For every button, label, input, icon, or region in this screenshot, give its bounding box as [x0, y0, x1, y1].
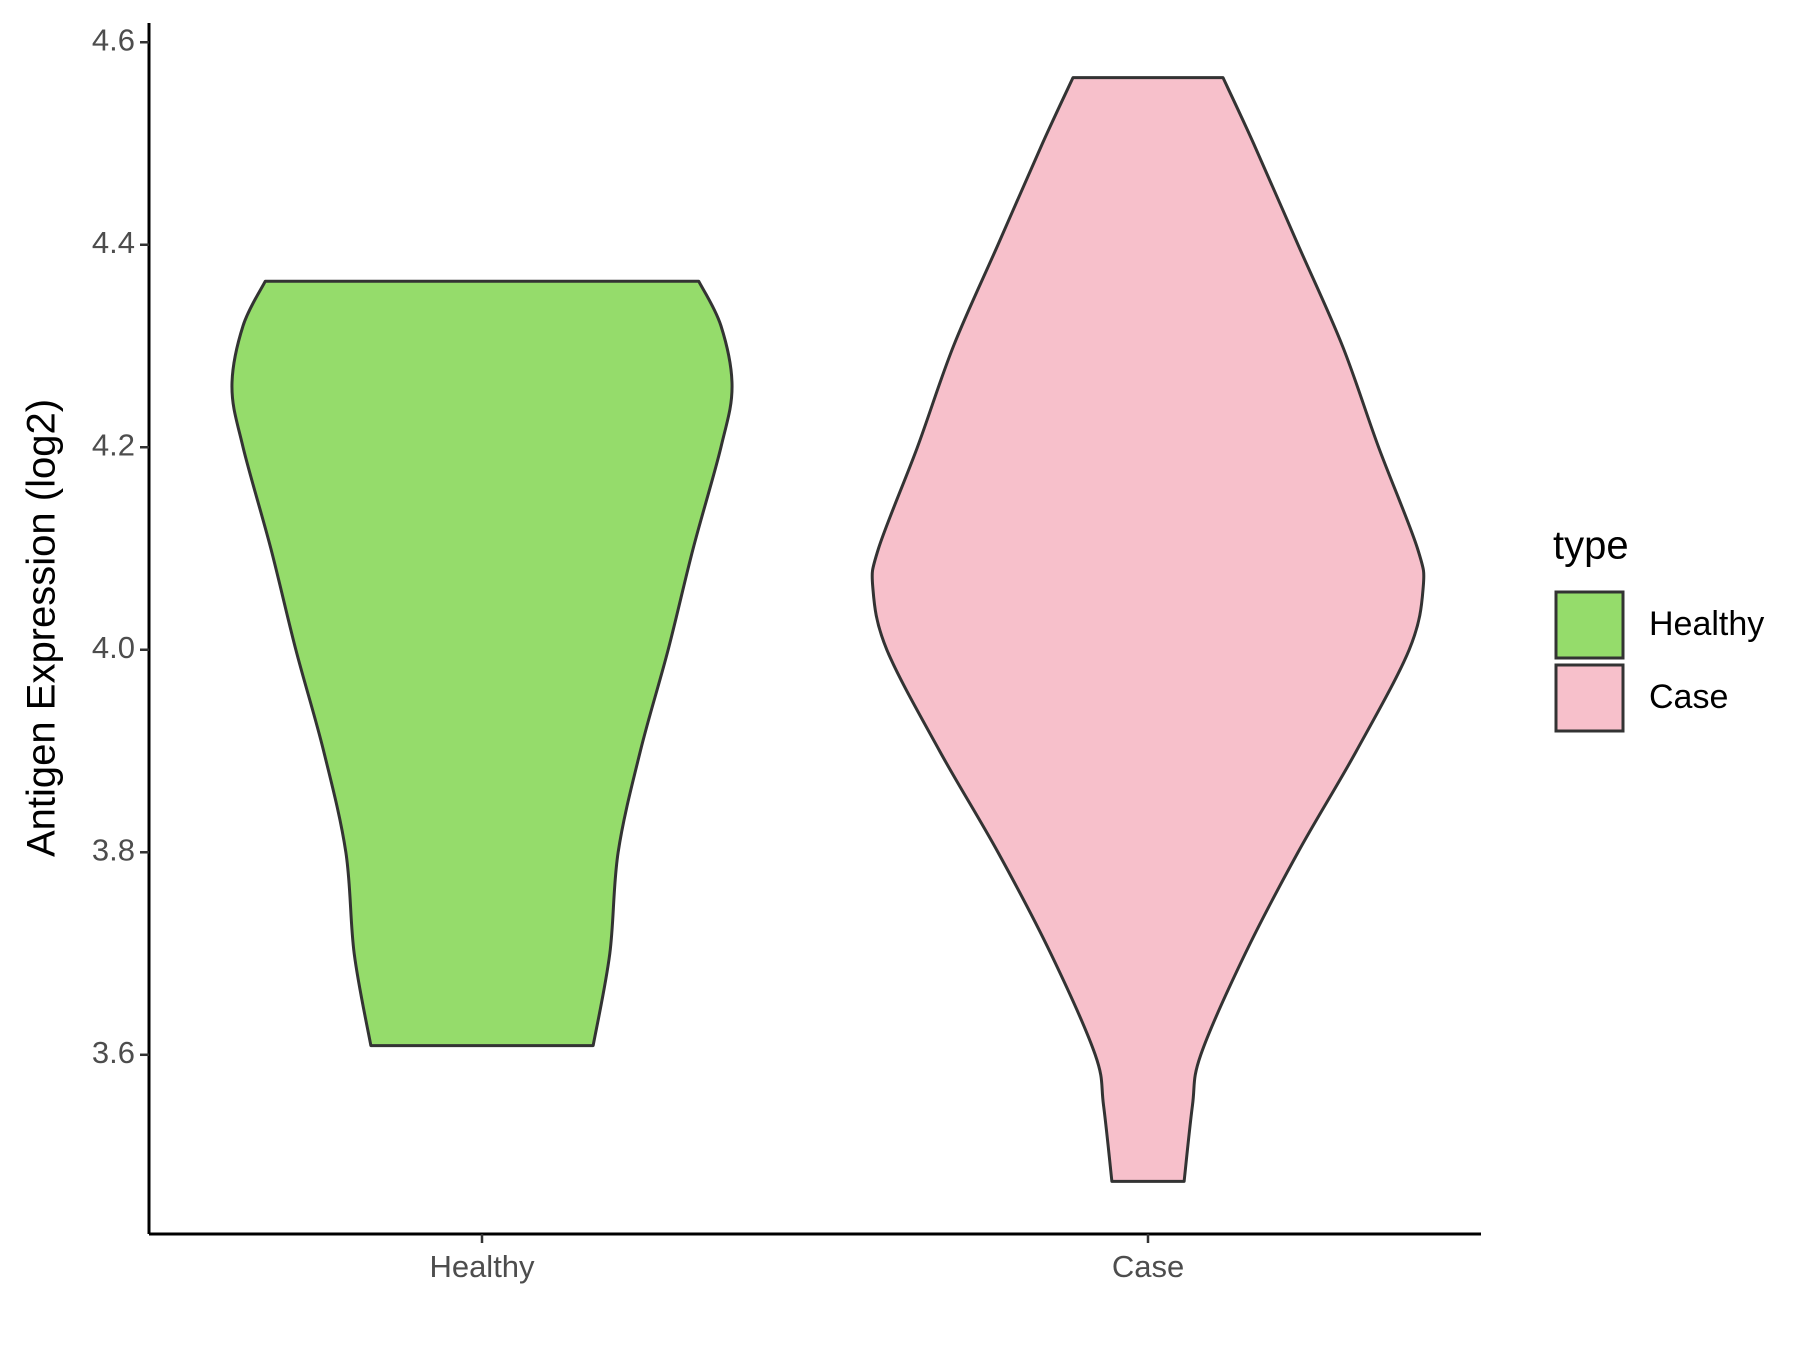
y-tick-label: 4.0 — [92, 630, 135, 665]
legend-label: Healthy — [1649, 605, 1764, 643]
violin — [870, 76, 1426, 1183]
y-tick-label: 4.2 — [92, 427, 135, 462]
y-tick-label: 3.8 — [92, 832, 135, 867]
legend-label: Case — [1649, 678, 1728, 716]
legend-key — [1554, 590, 1625, 660]
x-tick-label: Case — [1112, 1249, 1184, 1284]
legend-title: type — [1553, 524, 1629, 568]
y-tick-label: 4.4 — [92, 225, 135, 260]
y-axis-title: Antigen Expression (log2) — [20, 399, 64, 857]
y-tick-label: 4.6 — [92, 22, 135, 57]
violin — [230, 279, 734, 1048]
x-tick-label: Healthy — [429, 1249, 535, 1284]
legend-key — [1554, 663, 1625, 733]
y-tick-label: 3.6 — [92, 1035, 135, 1070]
